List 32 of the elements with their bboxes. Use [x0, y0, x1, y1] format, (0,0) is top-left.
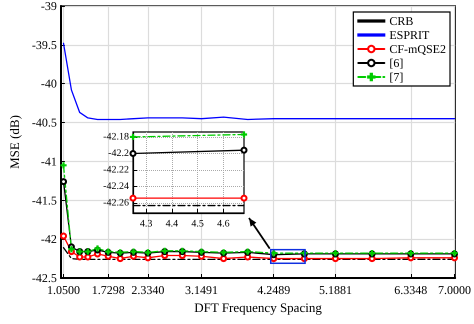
legend-label: [6]	[389, 56, 404, 70]
x-tick-label: 4.4	[166, 218, 178, 230]
legend-label: [7]	[389, 70, 404, 84]
x-tick-label: 6.3348	[394, 283, 428, 297]
x-tick-label: 5.1881	[318, 283, 352, 297]
legend-label: CF-mQSE2	[389, 42, 446, 56]
y-tick-label: -40	[40, 76, 57, 91]
y-tick-label: -42.22	[103, 164, 129, 176]
y-tick-label: -42.24	[103, 181, 129, 192]
x-tick-label: 7.0000	[438, 283, 472, 297]
y-axis-title: MSE (dB)	[7, 115, 22, 169]
x-tick-label: 4.3	[140, 218, 152, 230]
x-axis-title: DFT Frequency Spacing	[194, 300, 322, 315]
y-tick-label: -41.5	[32, 193, 57, 208]
y-tick-label: -42.18	[103, 131, 129, 142]
legend-label: CRB	[389, 14, 414, 28]
y-tick-label: -39	[40, 0, 57, 13]
x-tick-label: 3.1491	[184, 283, 218, 297]
x-tick-label: 1.7298	[92, 283, 125, 297]
x-tick-label: 4.2489	[257, 283, 290, 297]
y-tick-label: -39.5	[32, 38, 57, 52]
x-tick-label: 4.5	[191, 218, 204, 230]
y-tick-label: -42.2	[108, 148, 129, 159]
y-tick-label: -42	[40, 232, 57, 246]
y-tick-label: -41	[40, 154, 57, 168]
y-tick-label: -40.5	[32, 116, 57, 130]
x-tick-label: 2.3340	[131, 283, 164, 297]
x-tick-label: 4.6	[217, 218, 230, 230]
x-tick-label: 1.0500	[47, 283, 80, 297]
y-tick-label: -42.5	[32, 271, 57, 285]
legend-label: ESPRIT	[389, 28, 430, 42]
y-tick-label: -42.26	[103, 198, 129, 209]
